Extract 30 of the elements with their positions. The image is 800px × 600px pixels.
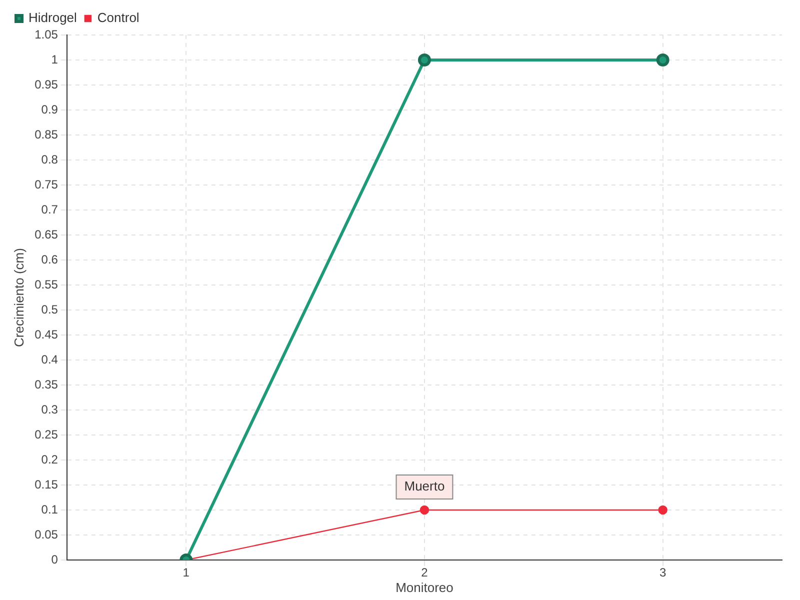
y-axis-title: Crecimiento (cm) [11,248,26,347]
y-tick-label: 0.5 [41,302,58,316]
y-tick-label: 0.9 [41,102,58,116]
x-tick-label: 3 [659,566,666,580]
legend-label: Hidrogel [28,10,78,26]
y-tick-label: 0.75 [34,177,58,192]
y-tick-label: 0.55 [34,277,58,292]
y-tick-label: 0.45 [34,327,58,342]
y-tick-label: 1 [51,52,58,66]
x-tick-label: 2 [421,566,428,580]
y-tick-label: 0.25 [34,427,58,442]
y-tick-label: 0.95 [34,77,58,92]
y-tick-label: 0.35 [34,377,58,392]
legend-label: Control [97,10,140,26]
x-axis-title: Monitoreo [396,580,454,595]
annotation: Muerto [404,478,445,494]
y-tick-label: 0.3 [41,402,58,416]
y-tick-label: 0.7 [41,202,58,216]
y-tick-label: 0.85 [34,127,58,142]
y-tick-label: 0 [51,552,58,566]
y-tick-label: 0.2 [41,452,58,466]
y-tick-label: 0.05 [34,527,58,542]
y-tick-label: 0.65 [34,227,58,242]
y-tick-label: 0.1 [41,502,58,516]
y-tick-label: 0.6 [41,252,58,266]
x-tick-label: 1 [182,566,190,580]
y-tick-label: 0.8 [41,152,58,166]
y-tick-label: 0.4 [41,352,58,366]
y-tick-label: 1.05 [34,27,58,42]
y-tick-label: 0.15 [34,477,58,492]
